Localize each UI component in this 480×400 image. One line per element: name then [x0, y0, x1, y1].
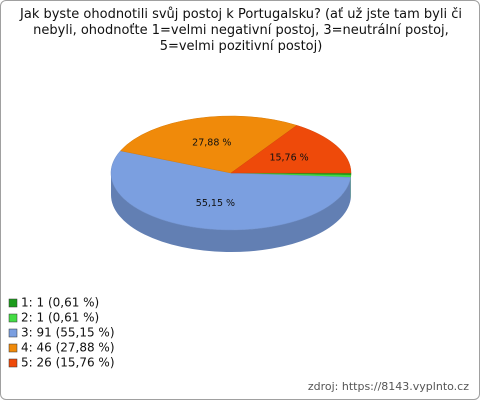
legend-label: 3: 91 (55,15 %)	[21, 326, 115, 340]
slice	[110, 150, 351, 231]
slice-side	[111, 173, 351, 253]
slice-label: 27,88 %	[192, 138, 231, 149]
legend-swatch	[8, 343, 18, 353]
legend-swatch	[8, 298, 18, 308]
slice-label: 15,76 %	[269, 153, 308, 164]
legend-label: 5: 26 (15,76 %)	[21, 356, 115, 370]
legend-label: 2: 1 (0,61 %)	[21, 311, 99, 325]
slice-label: 55,15 %	[196, 198, 235, 209]
slice	[230, 125, 352, 174]
source: zdroj: https://8143.vyplnto.cz	[307, 380, 469, 393]
legend-swatch	[8, 358, 18, 368]
legend-swatch	[8, 328, 18, 338]
chart-title: Jak byste ohodnotili svůj postoj k Portu…	[20, 7, 462, 54]
legend-swatch	[8, 313, 18, 323]
slice	[119, 115, 298, 174]
legend-label: 4: 46 (27,88 %)	[21, 341, 115, 355]
legend-label: 1: 1 (0,61 %)	[21, 296, 99, 310]
